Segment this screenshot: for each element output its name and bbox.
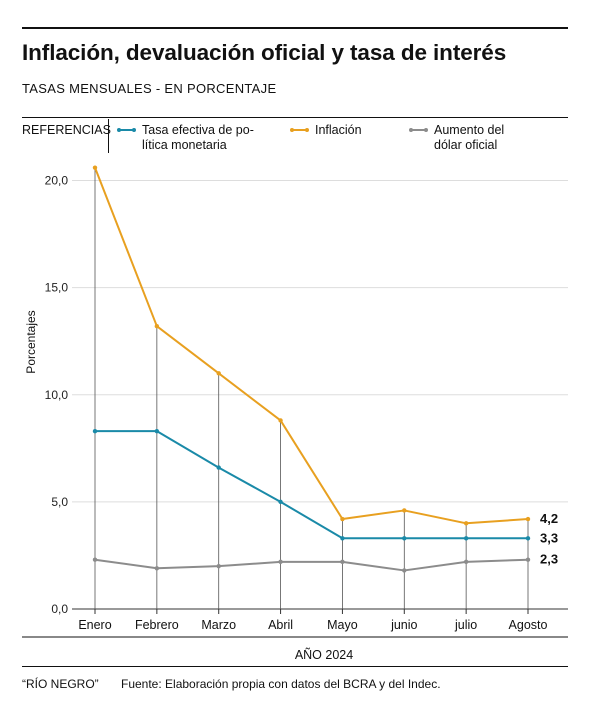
- series-point: [216, 563, 221, 569]
- series-point: [402, 568, 407, 573]
- legend-top-rule: [22, 117, 568, 118]
- footer-brand: “RÍO NEGRO”: [22, 677, 99, 691]
- series-point: [154, 323, 160, 329]
- x-axis-title: AÑO 2024: [295, 648, 353, 662]
- legend-swatch-inflacion: [290, 128, 309, 132]
- series-point: [278, 559, 283, 565]
- x-tick-label: Enero: [78, 618, 111, 632]
- series-point: [154, 428, 160, 434]
- series-point: [402, 536, 407, 541]
- x-tick-label: Mayo: [327, 618, 358, 632]
- series-point: [278, 499, 283, 505]
- legend-separator: [108, 119, 109, 153]
- legend-label-dolar: Aumento del dólar oficial: [434, 123, 505, 152]
- top-rule: [22, 27, 568, 29]
- legend-title: REFERENCIAS: [22, 123, 111, 137]
- y-tick-label: 10,0: [45, 388, 69, 402]
- x-tick-label: junio: [390, 618, 417, 632]
- legend-swatch-tasa: [117, 128, 136, 132]
- chart-title: Inflación, devaluación oficial y tasa de…: [22, 40, 507, 65]
- series-point: [402, 508, 407, 513]
- series-point: [92, 428, 98, 434]
- series-point: [525, 536, 531, 541]
- series-point: [340, 559, 345, 565]
- legend-swatch-dolar: [409, 128, 428, 132]
- series-point: [340, 536, 345, 541]
- x-tick-label: Agosto: [509, 618, 548, 632]
- series-point: [463, 536, 469, 541]
- series-end-label: 3,3: [540, 530, 558, 545]
- series-point: [154, 566, 160, 571]
- chart-subtitle: TASAS MENSUALES - EN PORCENTAJE: [22, 81, 277, 96]
- y-tick-label: 0,0: [51, 602, 68, 616]
- x-tick-label: Marzo: [201, 618, 236, 632]
- y-tick-label: 20,0: [45, 174, 69, 188]
- footer-source: Fuente: Elaboración propia con datos del…: [121, 677, 441, 691]
- series-point: [463, 521, 469, 526]
- series-end-label: 2,3: [540, 552, 558, 567]
- series-point: [92, 557, 98, 562]
- y-axis-title: Porcentajes: [24, 310, 38, 373]
- series-point: [216, 371, 221, 376]
- legend-label-tasa: Tasa efectiva de po- lítica monetaria: [142, 123, 254, 152]
- footer-rule: [22, 666, 568, 667]
- y-tick-label: 15,0: [45, 281, 69, 295]
- series-point: [525, 557, 531, 562]
- series-point: [525, 516, 531, 522]
- y-tick-label: 5,0: [51, 495, 68, 509]
- series-point: [92, 165, 98, 170]
- x-tick-label: julio: [454, 618, 477, 632]
- series-line: [94, 167, 529, 525]
- series-point: [278, 418, 283, 423]
- series-line: [94, 558, 529, 572]
- series-line: [95, 430, 528, 540]
- series-point: [340, 516, 345, 522]
- x-tick-label: Abril: [268, 618, 293, 632]
- series-point: [216, 465, 221, 470]
- series-point: [463, 559, 469, 565]
- x-tick-label: Febrero: [135, 618, 179, 632]
- legend-label-inflacion: Inflación: [315, 123, 362, 137]
- series-end-label: 4,2: [540, 511, 558, 526]
